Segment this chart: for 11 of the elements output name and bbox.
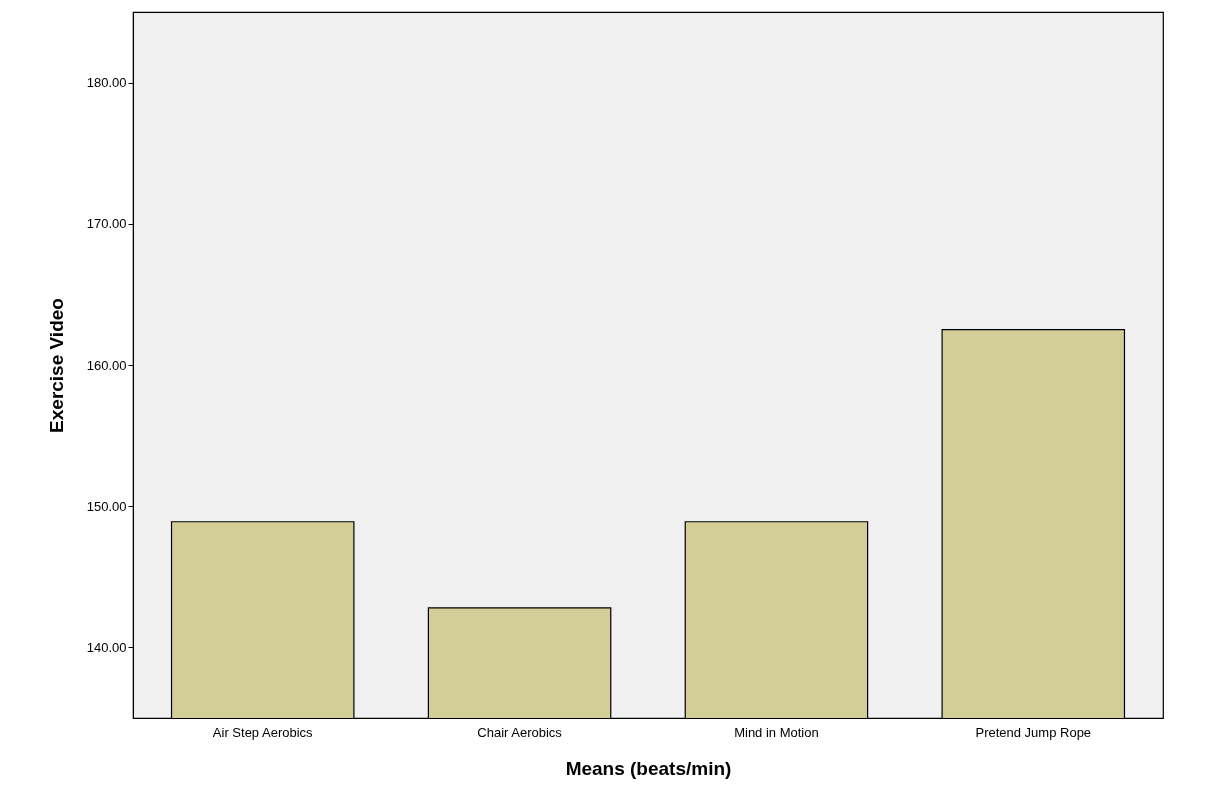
y-tick-label: 140.00 [86,639,127,655]
x-axis-title: Means (beats/min) [565,757,732,779]
x-tick-label: Mind in Motion [734,724,819,740]
y-tick-label: 150.00 [86,498,127,514]
x-tick-label: Air Step Aerobics [212,724,314,740]
y-tick-label: 160.00 [86,357,127,373]
x-tick-label: Pretend Jump Rope [975,724,1092,740]
y-tick-label: 180.00 [86,75,127,91]
y-axis-title: Exercise Video [45,298,67,433]
y-tick-label: 170.00 [86,216,127,232]
x-tick-label: Chair Aerobics [477,724,563,740]
